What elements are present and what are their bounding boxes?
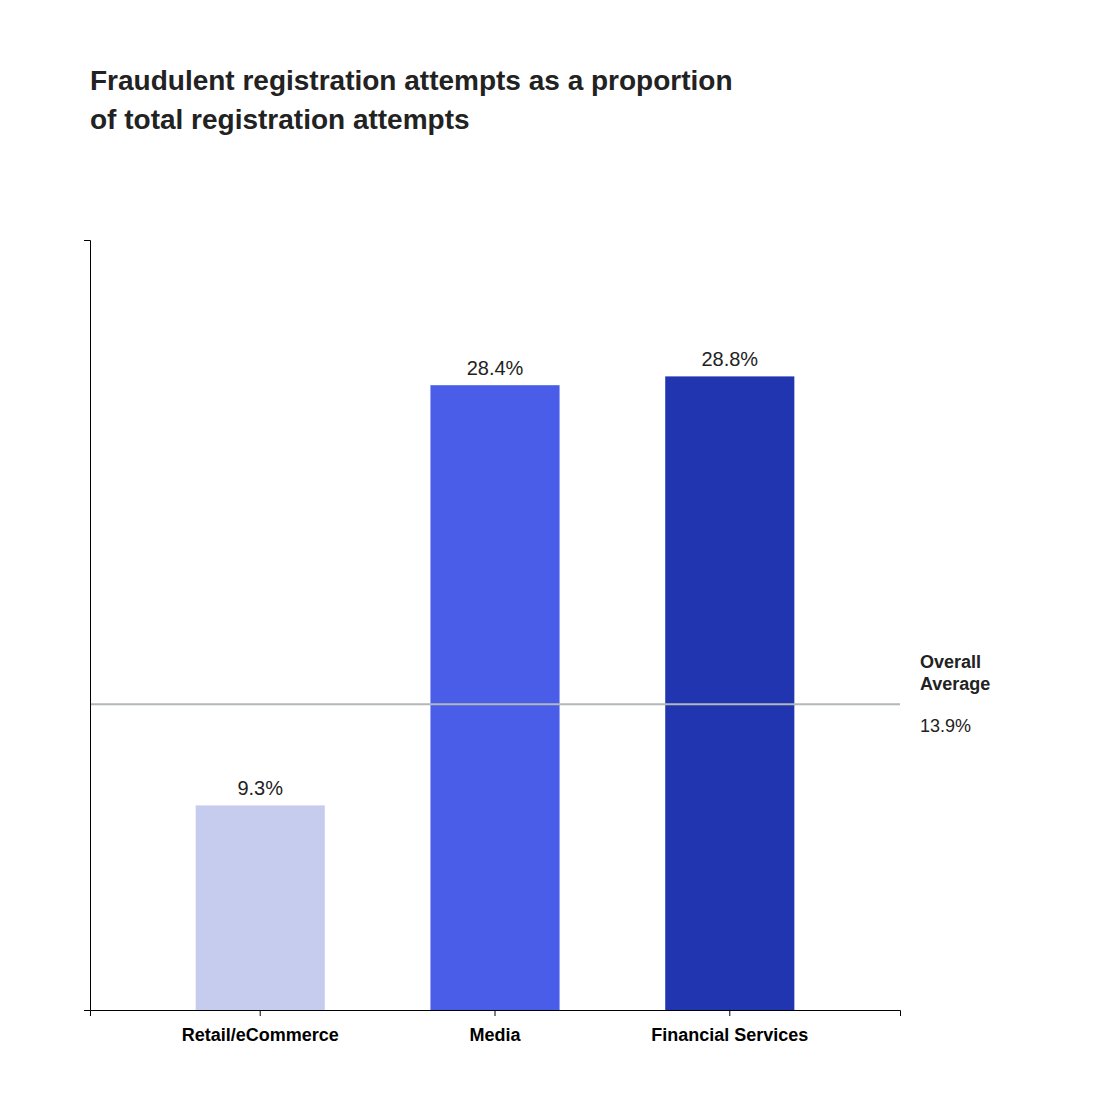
x-tick: Retail/eCommerce bbox=[182, 1010, 339, 1045]
average-value-label: 13.9% bbox=[920, 716, 971, 736]
bar bbox=[665, 376, 794, 1010]
plot: Retail/eCommerce Media Financial Services 9… bbox=[84, 241, 990, 1045]
chart: Fraudulent registration attempts as a pr… bbox=[0, 0, 1120, 1120]
x-tick: Financial Services bbox=[651, 1010, 808, 1045]
data-label: 28.8% bbox=[701, 348, 758, 370]
x-tick: Media bbox=[469, 1010, 521, 1045]
y-axis bbox=[84, 241, 91, 1011]
x-tick-label: Media bbox=[469, 1025, 521, 1045]
data-labels: 9.3% 28.4% 28.8% bbox=[237, 348, 758, 799]
x-axis-line bbox=[91, 1011, 901, 1017]
x-tick-label: Financial Services bbox=[651, 1025, 808, 1045]
x-tick-mark bbox=[729, 1010, 730, 1016]
data-label: 28.4% bbox=[467, 357, 524, 379]
x-tick-mark bbox=[260, 1010, 261, 1016]
x-tick-mark bbox=[495, 1010, 496, 1016]
data-label: 9.3% bbox=[237, 777, 283, 799]
bar bbox=[196, 805, 325, 1010]
bar bbox=[430, 385, 559, 1010]
title: Fraudulent registration attempts as a pr… bbox=[90, 65, 733, 135]
x-axis: Retail/eCommerce Media Financial Services bbox=[91, 1010, 901, 1045]
y-axis-line bbox=[84, 241, 91, 1011]
average-label: OverallAverage bbox=[920, 652, 990, 694]
x-tick-label: Retail/eCommerce bbox=[182, 1025, 339, 1045]
average-line bbox=[90, 703, 900, 705]
marks bbox=[90, 376, 900, 1010]
